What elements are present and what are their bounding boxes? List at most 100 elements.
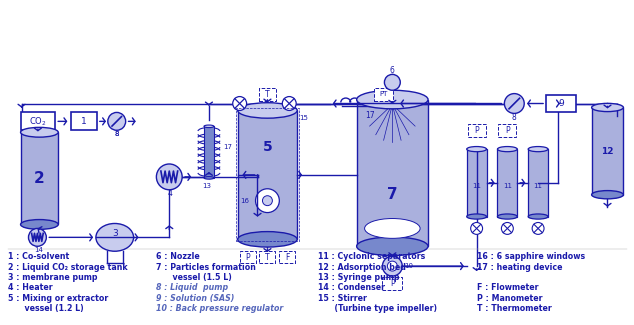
Text: 8 : Liquid  pump: 8 : Liquid pump — [157, 283, 228, 292]
Text: 11 : Cyclonic separators: 11 : Cyclonic separators — [318, 252, 425, 261]
FancyBboxPatch shape — [240, 251, 256, 263]
Circle shape — [470, 223, 482, 234]
Text: P: P — [390, 279, 394, 288]
FancyBboxPatch shape — [259, 251, 275, 263]
Text: T : Thermometer: T : Thermometer — [477, 304, 552, 313]
Text: 14 : Condenser: 14 : Condenser — [318, 283, 385, 292]
Ellipse shape — [204, 125, 214, 128]
FancyBboxPatch shape — [498, 124, 516, 137]
FancyBboxPatch shape — [498, 149, 517, 216]
Ellipse shape — [20, 127, 58, 137]
FancyBboxPatch shape — [204, 126, 214, 178]
FancyBboxPatch shape — [259, 88, 276, 100]
Text: 13: 13 — [202, 183, 212, 189]
FancyBboxPatch shape — [468, 124, 486, 137]
Text: 10 : Back pressure regulator: 10 : Back pressure regulator — [157, 304, 283, 313]
FancyBboxPatch shape — [528, 149, 548, 216]
Text: 14: 14 — [34, 247, 43, 253]
Text: 17: 17 — [365, 111, 374, 120]
Text: 15: 15 — [299, 115, 308, 121]
FancyBboxPatch shape — [20, 132, 58, 225]
FancyBboxPatch shape — [592, 108, 623, 195]
FancyBboxPatch shape — [71, 112, 97, 130]
Text: 9: 9 — [558, 99, 564, 108]
Text: (Turbine type impeller): (Turbine type impeller) — [318, 304, 437, 313]
Ellipse shape — [204, 176, 214, 179]
Text: 3 : membrane pump: 3 : membrane pump — [8, 273, 97, 282]
Circle shape — [108, 112, 126, 130]
Ellipse shape — [357, 90, 428, 109]
Text: 4 : Heater: 4 : Heater — [8, 283, 52, 292]
FancyBboxPatch shape — [546, 95, 576, 112]
Circle shape — [233, 97, 247, 110]
Ellipse shape — [96, 224, 134, 251]
FancyBboxPatch shape — [382, 277, 402, 290]
Text: 8: 8 — [512, 113, 517, 122]
Ellipse shape — [238, 103, 297, 118]
Text: 17: 17 — [223, 144, 232, 150]
Ellipse shape — [467, 214, 486, 219]
Ellipse shape — [528, 214, 548, 219]
Text: 1 : Co-solvent: 1 : Co-solvent — [8, 252, 69, 261]
Text: 11: 11 — [503, 183, 512, 189]
Text: P : Manometer: P : Manometer — [477, 294, 542, 303]
Text: CO$_2$: CO$_2$ — [29, 115, 47, 128]
Ellipse shape — [20, 220, 58, 229]
Circle shape — [384, 74, 400, 90]
Circle shape — [505, 94, 524, 113]
Circle shape — [532, 223, 544, 234]
FancyBboxPatch shape — [280, 251, 295, 263]
FancyBboxPatch shape — [357, 99, 428, 246]
Circle shape — [282, 97, 296, 110]
Circle shape — [256, 189, 280, 213]
Text: 11: 11 — [534, 183, 543, 189]
Text: 9 : Solution (SAS): 9 : Solution (SAS) — [157, 294, 235, 303]
Text: 12 : Adsorption bed: 12 : Adsorption bed — [318, 263, 406, 272]
Text: 2: 2 — [34, 171, 45, 186]
Text: 4: 4 — [168, 189, 172, 198]
FancyBboxPatch shape — [467, 149, 486, 216]
Text: 6: 6 — [390, 66, 395, 75]
Text: 10: 10 — [404, 263, 413, 269]
Text: P: P — [505, 126, 510, 135]
Text: 5 : Mixing or extractor: 5 : Mixing or extractor — [8, 294, 108, 303]
Text: F : Flowmeter: F : Flowmeter — [477, 283, 538, 292]
Text: T: T — [265, 253, 269, 262]
FancyBboxPatch shape — [373, 88, 393, 100]
Ellipse shape — [357, 237, 428, 255]
Text: 12: 12 — [601, 147, 614, 156]
FancyBboxPatch shape — [238, 111, 297, 239]
Ellipse shape — [467, 147, 486, 152]
Ellipse shape — [498, 214, 517, 219]
Ellipse shape — [528, 147, 548, 152]
Text: 11: 11 — [472, 183, 481, 189]
Text: 17 : heating device: 17 : heating device — [477, 263, 562, 272]
Text: 16: 16 — [241, 198, 250, 204]
Circle shape — [157, 164, 182, 190]
Ellipse shape — [592, 103, 623, 111]
Text: PT: PT — [379, 91, 387, 97]
Text: T: T — [265, 90, 269, 98]
Text: 3: 3 — [112, 229, 118, 238]
Circle shape — [29, 228, 46, 246]
Ellipse shape — [238, 232, 297, 247]
Text: 1: 1 — [81, 117, 87, 126]
Text: 15 : Stirrer: 15 : Stirrer — [318, 294, 367, 303]
Text: 16 : 6 sapphire windows: 16 : 6 sapphire windows — [477, 252, 585, 261]
Ellipse shape — [365, 218, 420, 238]
Text: 7: 7 — [387, 188, 398, 202]
Text: F: F — [285, 253, 290, 262]
Text: 8: 8 — [115, 131, 119, 137]
Text: 6 : Nozzle: 6 : Nozzle — [157, 252, 200, 261]
Circle shape — [262, 196, 273, 206]
Circle shape — [382, 256, 402, 276]
Text: 8: 8 — [115, 131, 119, 137]
Text: 2 : Liquid CO₂ storage tank: 2 : Liquid CO₂ storage tank — [8, 263, 127, 272]
Text: P: P — [245, 253, 250, 262]
Text: P: P — [474, 126, 479, 135]
Text: 13 : Syringe pump: 13 : Syringe pump — [318, 273, 399, 282]
Circle shape — [501, 223, 514, 234]
FancyBboxPatch shape — [20, 112, 55, 130]
Text: 5: 5 — [262, 139, 272, 153]
Text: vessel (1.5 L): vessel (1.5 L) — [157, 273, 232, 282]
